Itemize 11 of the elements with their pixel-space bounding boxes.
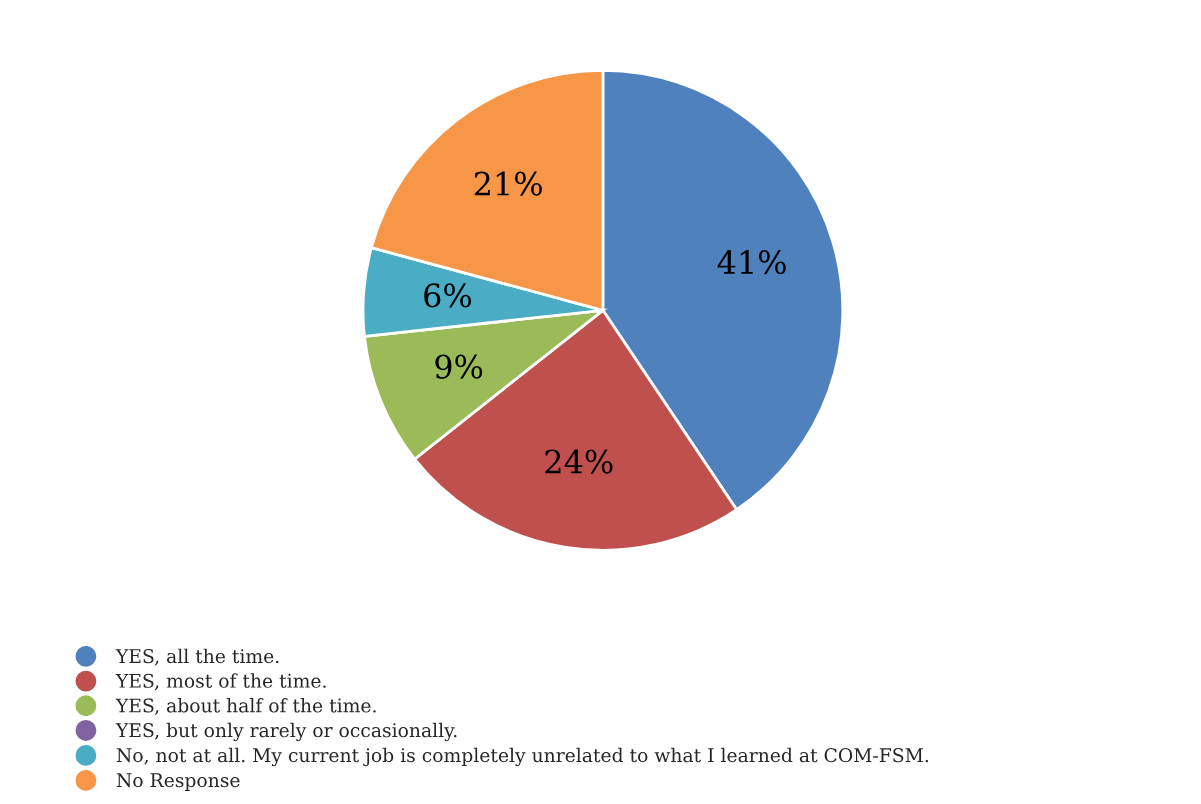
legend-label: No Response <box>116 773 240 791</box>
legend-label: YES, all the time. <box>115 648 279 666</box>
legend-label: YES, most of the time. <box>115 673 326 691</box>
legend-label: No, not at all. My current job is completely unrelated to what I learned at COM-FSM. <box>116 747 929 767</box>
data-label: 6% <box>424 283 472 308</box>
data-label: 21% <box>474 171 542 196</box>
data-label: 9% <box>435 354 483 379</box>
legend-label: YES, about half of the time. <box>115 698 376 715</box>
legend-label: YES, but only rarely or occasionally. <box>115 722 457 742</box>
data-label: 24% <box>545 449 613 474</box>
data-label: 41% <box>717 250 786 275</box>
